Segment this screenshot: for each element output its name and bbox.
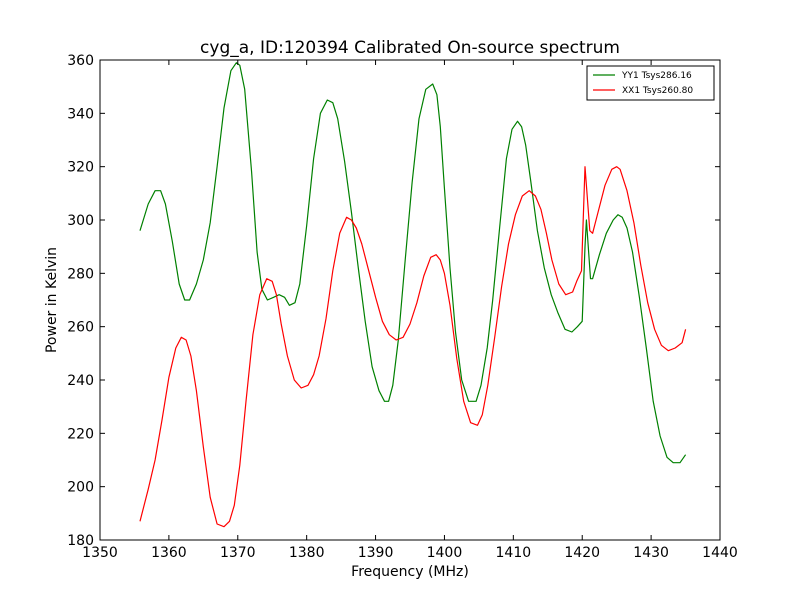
- x-tick-label: 1420: [564, 545, 600, 561]
- plot-area: 1350 1360 1370 1380 1390 1400 1410 1420 1430 1440…: [67, 53, 738, 561]
- y-axis-label: Power in Kelvin: [44, 247, 60, 353]
- x-axis: 1350 1360 1370 1380 1390 1400 1410 1420 1430 1440: [82, 60, 738, 561]
- x-tick-label: 1390: [358, 545, 394, 561]
- x-tick-label: 1380: [289, 545, 325, 561]
- y-tick-label: 280: [67, 266, 94, 282]
- y-tick-label: 260: [67, 320, 94, 336]
- x-tick-label: 1410: [496, 545, 532, 561]
- y-tick-label: 200: [67, 480, 94, 496]
- plot-frame: [99, 59, 721, 541]
- y-tick-label: 340: [67, 106, 94, 122]
- plot-background: [100, 60, 720, 540]
- x-tick-label: 1350: [82, 545, 118, 561]
- x-axis-label: Frequency (MHz): [351, 564, 469, 580]
- y-tick-label: 300: [67, 213, 94, 229]
- y-axis: 180 200 220 240 260 280 300 320 340 360: [67, 53, 720, 549]
- y-tick-label: 240: [67, 373, 94, 389]
- y-tick-label: 320: [67, 160, 94, 176]
- legend-label: YY1 Tsys286.16: [621, 71, 692, 81]
- x-tick-label: 1440: [702, 545, 738, 561]
- legend-box: [586, 65, 715, 101]
- x-tick-label: 1370: [220, 545, 256, 561]
- x-tick-label: 1400: [427, 545, 463, 561]
- y-tick-label: 360: [67, 53, 94, 69]
- x-tick-label: 1360: [151, 545, 187, 561]
- y-tick-label: 220: [67, 426, 94, 442]
- y-tick-label: 180: [67, 533, 94, 549]
- x-tick-label: 1430: [633, 545, 669, 561]
- legend: YY1 Tsys286.16 XX1 Tsys260.80: [586, 65, 715, 101]
- legend-label: XX1 Tsys260.80: [622, 86, 693, 96]
- series-line-xx1: [139, 166, 687, 528]
- chart-title: cyg_a, ID:120394 Calibrated On-source sp…: [200, 38, 620, 58]
